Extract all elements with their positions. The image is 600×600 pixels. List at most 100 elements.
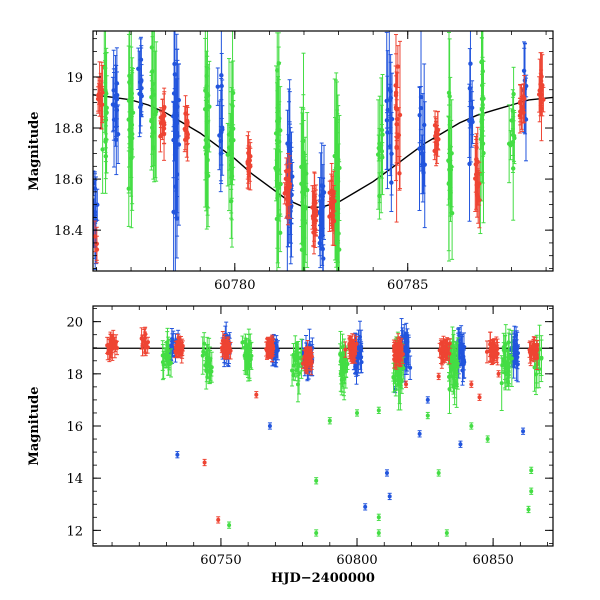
data-point [436, 470, 441, 475]
data-point [515, 351, 520, 356]
data-point [317, 209, 322, 215]
data-point [293, 356, 298, 361]
data-point [143, 342, 148, 347]
data-point [114, 339, 119, 344]
data-point [538, 82, 543, 87]
data-point [111, 117, 117, 122]
data-point [152, 92, 157, 97]
data-point [434, 142, 440, 147]
data-point [447, 94, 452, 99]
data-point [218, 138, 223, 144]
data-point [393, 355, 398, 360]
data-point [264, 348, 269, 353]
data-point [521, 68, 527, 73]
data-point [345, 362, 350, 367]
data-point [129, 91, 135, 96]
data-point [288, 208, 293, 214]
top-x-tick-label: 60785 [387, 278, 428, 293]
data-point [401, 366, 406, 371]
data-point [420, 145, 426, 150]
data-point [510, 139, 516, 145]
data-point [320, 183, 326, 189]
data-point [276, 119, 282, 124]
data-point [171, 209, 176, 215]
data-point [397, 171, 402, 176]
bottom-series-2 [160, 324, 544, 537]
data-point [385, 107, 390, 113]
data-point [332, 198, 337, 204]
data-point [115, 132, 121, 137]
data-point [468, 61, 473, 66]
data-point [462, 360, 467, 365]
data-point [376, 515, 381, 520]
data-point [165, 341, 170, 346]
data-point [417, 112, 422, 118]
top-y-axis-title: Magnitude [27, 111, 42, 190]
data-point [178, 342, 183, 347]
data-point [539, 356, 544, 361]
data-point [404, 354, 409, 359]
data-point [343, 365, 348, 370]
data-point [384, 98, 389, 104]
data-point [289, 192, 294, 197]
data-point [303, 205, 308, 210]
data-point [219, 73, 224, 78]
data-point [99, 87, 104, 92]
data-point [173, 143, 179, 148]
data-point [342, 376, 347, 381]
data-point [384, 470, 389, 475]
data-point [334, 171, 340, 177]
data-point [485, 437, 490, 442]
data-point [359, 347, 364, 352]
data-point [275, 348, 280, 353]
data-point [452, 364, 457, 369]
data-point [417, 431, 422, 436]
data-point [204, 352, 209, 357]
data-point [332, 153, 337, 159]
data-point [246, 165, 252, 171]
data-point [514, 333, 519, 338]
data-point [510, 108, 515, 114]
data-point [308, 349, 313, 354]
data-point [138, 80, 143, 85]
data-point [201, 349, 206, 354]
data-point [417, 146, 422, 151]
data-point [425, 397, 430, 402]
data-point [111, 337, 116, 342]
data-point [339, 373, 344, 378]
data-point [93, 234, 98, 239]
data-point [389, 151, 394, 156]
top-axes: 60780 60785 18.4 18.6 18.8 19 [54, 31, 553, 293]
top-frame [92, 30, 554, 272]
data-point [207, 364, 212, 369]
data-point [330, 213, 336, 218]
data-point [532, 365, 537, 370]
data-point [243, 356, 248, 361]
data-point [376, 145, 381, 151]
data-point [379, 127, 385, 133]
data-point [172, 72, 178, 77]
data-point [140, 343, 145, 348]
data-point [286, 177, 292, 183]
data-point [451, 383, 456, 388]
data-point [114, 96, 120, 102]
data-point [395, 64, 401, 69]
data-point [307, 357, 312, 362]
top-series-2 [100, 31, 517, 271]
data-point [454, 382, 459, 387]
data-point [161, 362, 166, 367]
data-point [447, 374, 452, 379]
data-point [499, 381, 504, 386]
data-point [506, 340, 511, 345]
data-point [249, 353, 254, 358]
data-point [458, 442, 463, 447]
top-y-tick-label: 18.8 [54, 122, 83, 137]
data-point [277, 230, 283, 236]
data-point [421, 170, 426, 175]
data-point [176, 344, 181, 349]
data-point [433, 133, 438, 139]
data-point [512, 354, 517, 359]
data-point [481, 96, 486, 101]
